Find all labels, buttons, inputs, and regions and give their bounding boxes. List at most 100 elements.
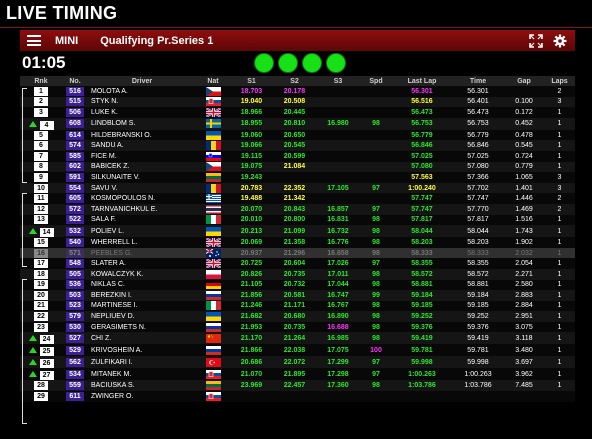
driver-cell[interactable]: ZULFIKARI I. [91,358,133,366]
driver-cell[interactable]: NEPLIUEV D. [91,313,135,321]
driver-cell[interactable]: SLATER A. [91,260,126,268]
speed-cell [360,86,392,97]
driver-cell[interactable]: KOSMOPOULOS N. [91,195,156,203]
table-row[interactable]: 9 591 SILKUNAITE V. 19.243 57.563 57.366 1.065… [20,172,575,183]
driver-cell[interactable]: MITANEK M. [91,370,132,378]
table-row[interactable]: 24 527 CHI Z. 21.170 21.264 16.985 98 59.419 59.… [20,332,575,345]
table-row[interactable]: 20 503 BEREZKIN I. 21.856 20.581 16.747 99 59.1… [20,290,575,301]
table-row[interactable]: 7 585 FICE M. 19.115 20.599 57.025 57.025 0.724… [20,150,575,162]
flag-icon [205,259,221,269]
driver-cell[interactable]: POLIEV L. [91,227,125,235]
col-s3[interactable]: S3 [316,76,360,86]
table-row[interactable]: 12 572 TARNVANICHKUL E. 20.070 20.843 16.857 9… [20,203,575,215]
col-driver[interactable]: Driver [88,76,196,86]
number-cell: 614 [62,130,88,141]
col-gap[interactable]: Gap [504,76,544,86]
table-row[interactable]: 25 529 KRIVOSHEIN A. 21.866 22.038 17.075 100 5… [20,344,575,357]
table-row[interactable]: 17 548 SLATER A. 20.725 20.604 17.026 97 58.355… [20,258,575,269]
table-row[interactable]: 28 559 BACIUSKA S. 23.969 22.457 17.360 98 1:03… [20,380,575,392]
nat-cell [196,172,230,183]
driver-cell[interactable]: SILKUNAITE V. [91,173,140,181]
driver-cell[interactable]: BABICEK Z. [91,163,130,171]
last-lap-cell: 57.747 [411,195,433,203]
driver-cell[interactable]: NIKLAS C. [91,281,125,289]
table-row[interactable]: 11 605 KOSMOPOULOS N. 19.488 21.342 57.747 57.… [20,193,575,204]
table-row[interactable]: 15 540 WHERRELL L. 20.069 21.358 16.776 98 58.2… [20,237,575,248]
driver-cell[interactable]: SANDU A. [91,142,124,150]
flag-icon [205,172,221,182]
position-up-arrow-icon [28,356,37,366]
driver-cell[interactable]: LINDBLOM S. [91,120,136,128]
driver-cell[interactable]: TARNVANICHKUL E. [91,205,158,213]
table-row[interactable]: 10 554 SAVU V. 20.783 22.352 17.105 97 1:00.240… [20,182,575,194]
driver-cell[interactable]: SAVU V. [91,184,118,192]
table-row[interactable]: 23 530 GERASIMETS N. 21.953 20.735 16.688 98 59… [20,321,575,333]
table-row[interactable]: 14 532 POLIEV L. 20.213 21.099 16.732 98 58.044… [20,225,575,238]
table-row[interactable]: 21 523 MARTINESE I. 21.246 21.171 16.767 98 59.… [20,300,575,312]
driver-cell[interactable]: MARTINESE I. [91,302,138,310]
driver-cell[interactable]: BEREZKIN I. [91,291,132,299]
table-row[interactable]: 4 608 LINDBLOM S. 18.955 20.810 16.980 98 56.75… [20,117,575,130]
gear-icon[interactable] [553,34,567,48]
speed-cell: 98 [372,249,380,257]
col-spd[interactable]: Spd [360,76,392,86]
driver-cell[interactable]: CHI Z. [91,334,112,342]
table-row[interactable]: 6 574 SANDU A. 19.066 20.545 56.846 56.846 0.54… [20,140,575,151]
col-rnk[interactable]: Rnk [20,76,62,86]
table-row[interactable]: 18 505 KOWALCZYK K. 20.826 20.735 17.011 98 58.… [20,268,575,280]
col-no[interactable]: No. [62,76,88,86]
driver-cell[interactable]: GERASIMETS N. [91,323,146,331]
sector2-cell: 21.084 [283,163,306,171]
class-label[interactable]: MINI [55,34,79,47]
sector3-cell [316,391,360,402]
laps-cell: 1 [557,249,562,257]
table-row[interactable]: 27 534 MITANEK M. 21.070 21.895 17.298 97 1:00.… [20,368,575,381]
speed-cell [360,107,392,118]
table-row[interactable]: 5 614 HILDEBRANSKI O. 19.060 20.650 56.779 56.… [20,129,575,141]
number-cell: 529 [62,344,88,356]
nat-cell [196,332,230,344]
table-row[interactable]: 29 611 ZWINGER O. [20,391,575,402]
table-row[interactable]: 3 506 LUKE K. 18.966 20.445 56.473 56.473 0.172… [20,107,575,118]
col-laps[interactable]: Laps [544,76,575,86]
table-row[interactable]: 22 579 NEPLIUEV D. 21.682 20.680 16.890 98 59.2… [20,311,575,322]
speed-cell: 97 [372,370,380,378]
driver-cell[interactable]: SALA F. [91,216,116,224]
driver-cell[interactable]: WHERRELL L. [91,238,138,246]
kart-number-badge: 534 [66,369,84,379]
table-row[interactable]: 2 515 STYK N. 19.040 20.508 56.516 56.401 0.100… [20,96,575,108]
driver-cell[interactable]: MOLOTA A. [91,87,128,95]
driver-cell[interactable]: BACIUSKA S. [91,382,135,390]
col-s1[interactable]: S1 [230,76,273,86]
table-row[interactable]: 8 602 BABICEK Z. 19.075 21.084 57.080 57.080 0.… [20,161,575,173]
laps-cell [544,391,575,402]
table-row[interactable]: 19 536 NIKLAS C. 21.105 20.732 17.044 98 58.881… [20,279,575,291]
driver-cell[interactable]: LUKE K. [91,108,118,116]
green-flag-lights [254,53,346,73]
col-s2[interactable]: S2 [273,76,316,86]
fullscreen-icon[interactable] [529,33,543,48]
col-nat[interactable]: Nat [196,76,230,86]
laps-cell: 1 [557,120,562,128]
table-row[interactable]: 16 571 PEEBLES G. 20.937 21.296 16.658 98 58.33… [20,247,575,259]
table-row[interactable]: 1 516 MOLOTA A. 18.703 20.178 56.301 56.301 2 [20,86,575,97]
col-last-lap[interactable]: Last Lap [392,76,452,86]
driver-cell[interactable]: HILDEBRANSKI O. [91,131,152,139]
driver-cell[interactable]: KRIVOSHEIN A. [91,346,143,354]
rank-cell: 28 [20,380,62,391]
table-row[interactable]: 26 562 ZULFIKARI I. 20.686 22.072 17.299 97 59.… [20,356,575,369]
rank-badge: 8 [34,162,48,172]
driver-cell[interactable]: FICE M. [91,152,117,160]
sector1-cell: 23.969 [240,382,263,390]
menu-icon[interactable] [27,35,41,46]
last-lap-cell: 59.419 [411,334,433,342]
driver-cell[interactable]: STYK N. [91,98,119,106]
speed-cell [360,391,392,402]
session-label[interactable]: Qualifying Pr.Series 1 [100,34,214,47]
table-row[interactable]: 13 522 SALA F. 20.010 20.800 16.831 98 57.817 57… [20,214,575,226]
driver-cell[interactable]: ZWINGER O. [91,392,134,400]
driver-cell[interactable]: PEEBLES G. [91,249,133,257]
flag-icon [205,237,221,247]
col-time[interactable]: Time [452,76,504,86]
driver-cell[interactable]: KOWALCZYK K. [91,270,144,278]
